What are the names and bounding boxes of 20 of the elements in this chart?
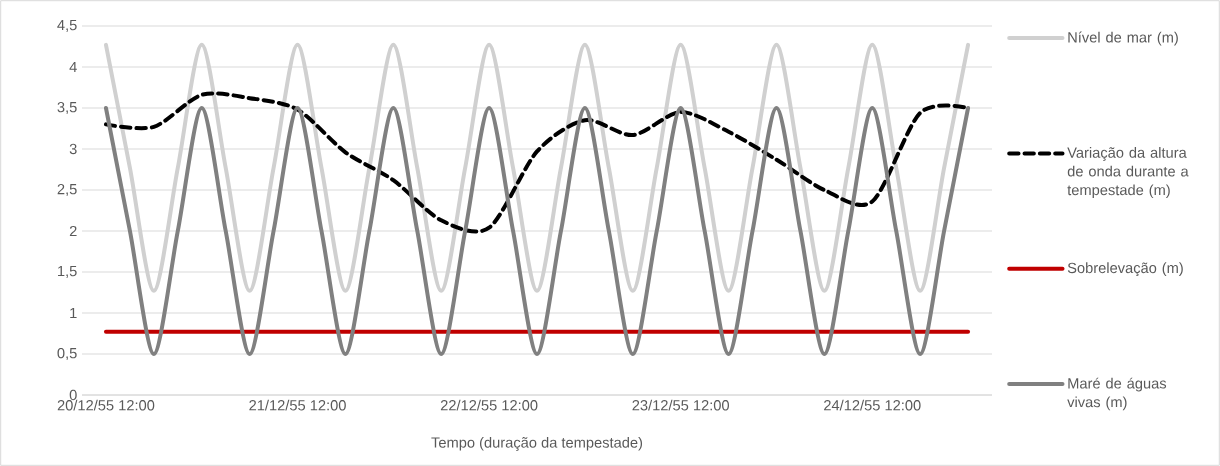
- y-tick-label: 0: [69, 389, 77, 401]
- y-tick-label: 1,5: [58, 266, 77, 278]
- legend-label: Sobrelevação (m): [1067, 262, 1183, 277]
- y-tick-label: 4: [69, 61, 77, 73]
- y-tick-label: 4,5: [57, 20, 77, 32]
- x-tick-label: 22/12/55 12:00: [440, 399, 538, 411]
- legend-label: Nível de mar (m): [1068, 31, 1178, 46]
- x-tick-label: 20/12/55 12:00: [57, 399, 155, 411]
- x-tick-label: 24/12/55 12:00: [824, 399, 921, 411]
- y-tick-label: 1: [70, 307, 77, 319]
- y-tick-label: 2,5: [57, 183, 77, 197]
- legend-label: Variação da altura de onda durante a tempestade (m): [1067, 147, 1189, 199]
- x-tick-label: 21/12/55 12:00: [249, 399, 346, 411]
- y-tick-label: 3,5: [57, 101, 77, 115]
- legend-label: Maré de águas vivas (m): [1067, 377, 1167, 411]
- x-tick-label: 23/12/55 12:00: [632, 399, 730, 411]
- y-tick-label: 2: [69, 225, 77, 237]
- y-tick-label: 0,5: [57, 347, 77, 361]
- x-axis-title: Tempo (duração da tempestade): [431, 436, 643, 451]
- y-tick-label: 3: [69, 143, 77, 155]
